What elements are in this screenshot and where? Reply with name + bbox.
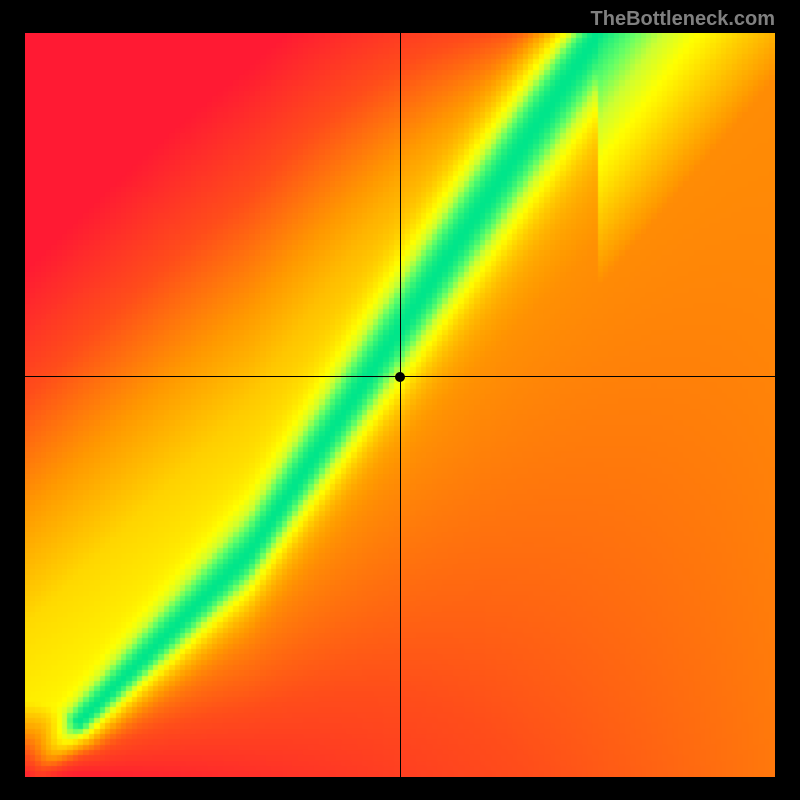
crosshair-vertical	[400, 33, 401, 777]
watermark-text: TheBottleneck.com	[591, 8, 775, 31]
heatmap-chart	[25, 33, 775, 777]
crosshair-marker	[395, 372, 405, 382]
